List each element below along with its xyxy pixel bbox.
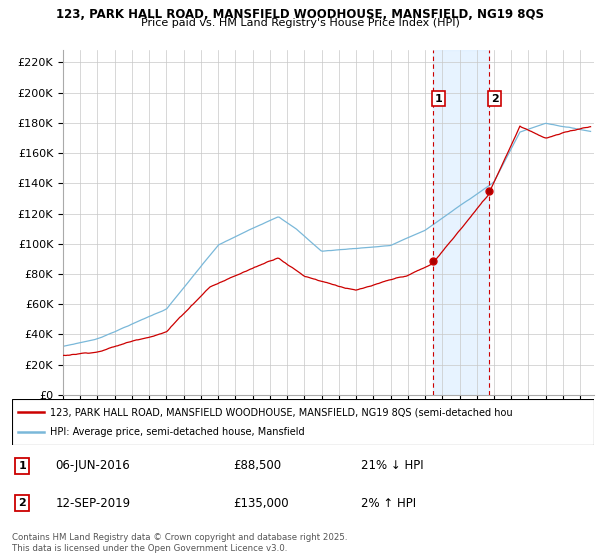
Text: 06-JUN-2016: 06-JUN-2016	[56, 459, 130, 473]
Text: Contains HM Land Registry data © Crown copyright and database right 2025.
This d: Contains HM Land Registry data © Crown c…	[12, 533, 347, 553]
Text: 2: 2	[491, 94, 499, 104]
Text: 1: 1	[434, 94, 442, 104]
Text: 123, PARK HALL ROAD, MANSFIELD WOODHOUSE, MANSFIELD, NG19 8QS (semi-detached hou: 123, PARK HALL ROAD, MANSFIELD WOODHOUSE…	[50, 407, 512, 417]
Text: 2% ↑ HPI: 2% ↑ HPI	[361, 497, 416, 510]
Text: 2: 2	[19, 498, 26, 508]
Text: £135,000: £135,000	[233, 497, 289, 510]
FancyBboxPatch shape	[12, 399, 594, 445]
Text: 12-SEP-2019: 12-SEP-2019	[56, 497, 131, 510]
Text: Price paid vs. HM Land Registry's House Price Index (HPI): Price paid vs. HM Land Registry's House …	[140, 18, 460, 29]
Bar	[433, 50, 489, 395]
Text: HPI: Average price, semi-detached house, Mansfield: HPI: Average price, semi-detached house,…	[50, 427, 304, 437]
Text: 1: 1	[19, 461, 26, 471]
Text: 21% ↓ HPI: 21% ↓ HPI	[361, 459, 424, 473]
Text: 123, PARK HALL ROAD, MANSFIELD WOODHOUSE, MANSFIELD, NG19 8QS: 123, PARK HALL ROAD, MANSFIELD WOODHOUSE…	[56, 8, 544, 21]
Text: £88,500: £88,500	[233, 459, 281, 473]
